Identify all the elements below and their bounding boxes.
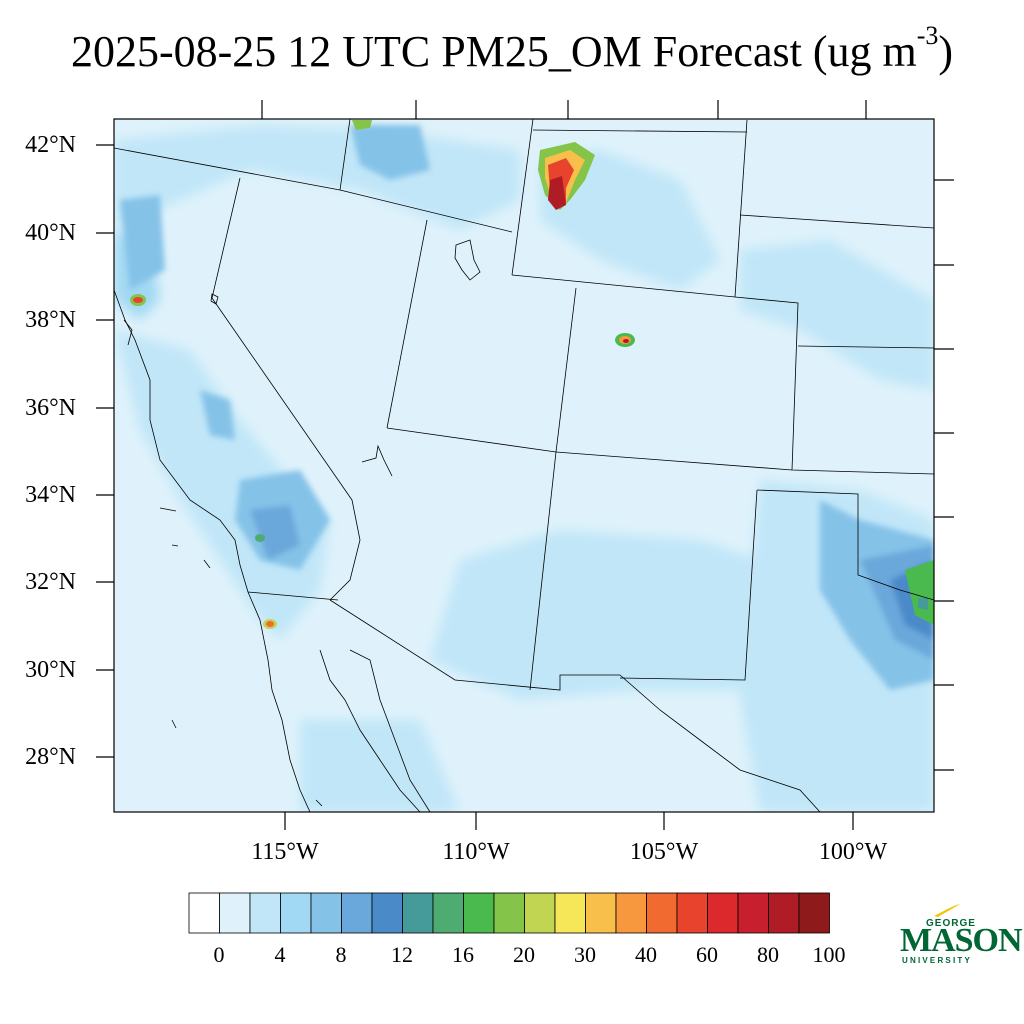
colorbar-label: 30 bbox=[574, 942, 596, 967]
colorbar-box bbox=[249, 892, 281, 934]
top-ticks bbox=[261, 100, 867, 119]
boundaries bbox=[114, 119, 934, 812]
lon-label: 110°W bbox=[442, 839, 510, 865]
colorbar bbox=[188, 892, 830, 934]
map-frame bbox=[113, 118, 935, 813]
wyoming-fire-plume bbox=[352, 120, 595, 210]
colorbar-label: 80 bbox=[757, 942, 779, 967]
lat-label: 32°N bbox=[25, 569, 76, 595]
colorbar-box bbox=[402, 892, 434, 934]
lat-label: 40°N bbox=[25, 220, 76, 246]
lat-label: 42°N bbox=[25, 132, 76, 158]
colorbar-box bbox=[188, 892, 220, 934]
colorbar-box bbox=[341, 892, 373, 934]
california-fire-spot bbox=[130, 294, 146, 306]
colorbar-box bbox=[219, 892, 251, 934]
colorbar-box bbox=[737, 892, 769, 934]
colorbar-label: 4 bbox=[274, 942, 286, 967]
right-ticks bbox=[934, 179, 954, 771]
colorbar-box bbox=[707, 892, 739, 934]
colorbar-box bbox=[493, 892, 525, 934]
logo-swoosh-icon bbox=[934, 904, 960, 917]
lat-label: 36°N bbox=[25, 395, 76, 421]
colorbar-box bbox=[463, 892, 495, 934]
colorbar-box bbox=[615, 892, 647, 934]
colorbar-box bbox=[524, 892, 556, 934]
colorado-fire-spot bbox=[615, 333, 635, 347]
colorbar-box bbox=[798, 892, 830, 934]
colorbar-box bbox=[371, 892, 403, 934]
colorbar-label: 12 bbox=[391, 942, 413, 967]
colorbar-box bbox=[676, 892, 708, 934]
baja-fire-spot bbox=[263, 619, 277, 629]
lat-label: 38°N bbox=[25, 307, 76, 333]
colorbar-box bbox=[432, 892, 464, 934]
george-mason-logo: GEORGE MASON UNIVERSITY bbox=[898, 898, 1023, 968]
colorbar-label: 60 bbox=[696, 942, 718, 967]
lat-label: 34°N bbox=[25, 482, 76, 508]
left-ticks bbox=[96, 144, 114, 758]
colorbar-label: 100 bbox=[812, 942, 846, 967]
colorbar-box bbox=[646, 892, 678, 934]
colorbar-label: 0 bbox=[213, 942, 225, 967]
logo-line-university: UNIVERSITY bbox=[902, 956, 973, 965]
colorbar-box bbox=[280, 892, 312, 934]
logo-line-george: GEORGE bbox=[926, 918, 976, 929]
pm25-field bbox=[114, 119, 934, 812]
lon-label: 100°W bbox=[818, 839, 888, 865]
lat-label: 30°N bbox=[25, 657, 76, 683]
colorbar-label: 40 bbox=[635, 942, 657, 967]
colorbar-label: 8 bbox=[335, 942, 347, 967]
colorbar-box bbox=[585, 892, 617, 934]
colorbar-box bbox=[554, 892, 586, 934]
logo-line-mason: MASON bbox=[900, 922, 1023, 959]
colorbar-box bbox=[310, 892, 342, 934]
lon-label: 115°W bbox=[251, 839, 319, 865]
socal-hotspot bbox=[255, 534, 265, 542]
lon-label: 105°W bbox=[629, 839, 699, 865]
colorbar-box bbox=[768, 892, 800, 934]
lat-label: 28°N bbox=[25, 744, 76, 770]
bottom-ticks bbox=[284, 812, 854, 830]
colorbar-label: 20 bbox=[513, 942, 535, 967]
map-title: 2025-08-25 12 UTC PM25_OM Forecast (ug m… bbox=[70, 21, 954, 77]
colorbar-label: 16 bbox=[452, 942, 474, 967]
